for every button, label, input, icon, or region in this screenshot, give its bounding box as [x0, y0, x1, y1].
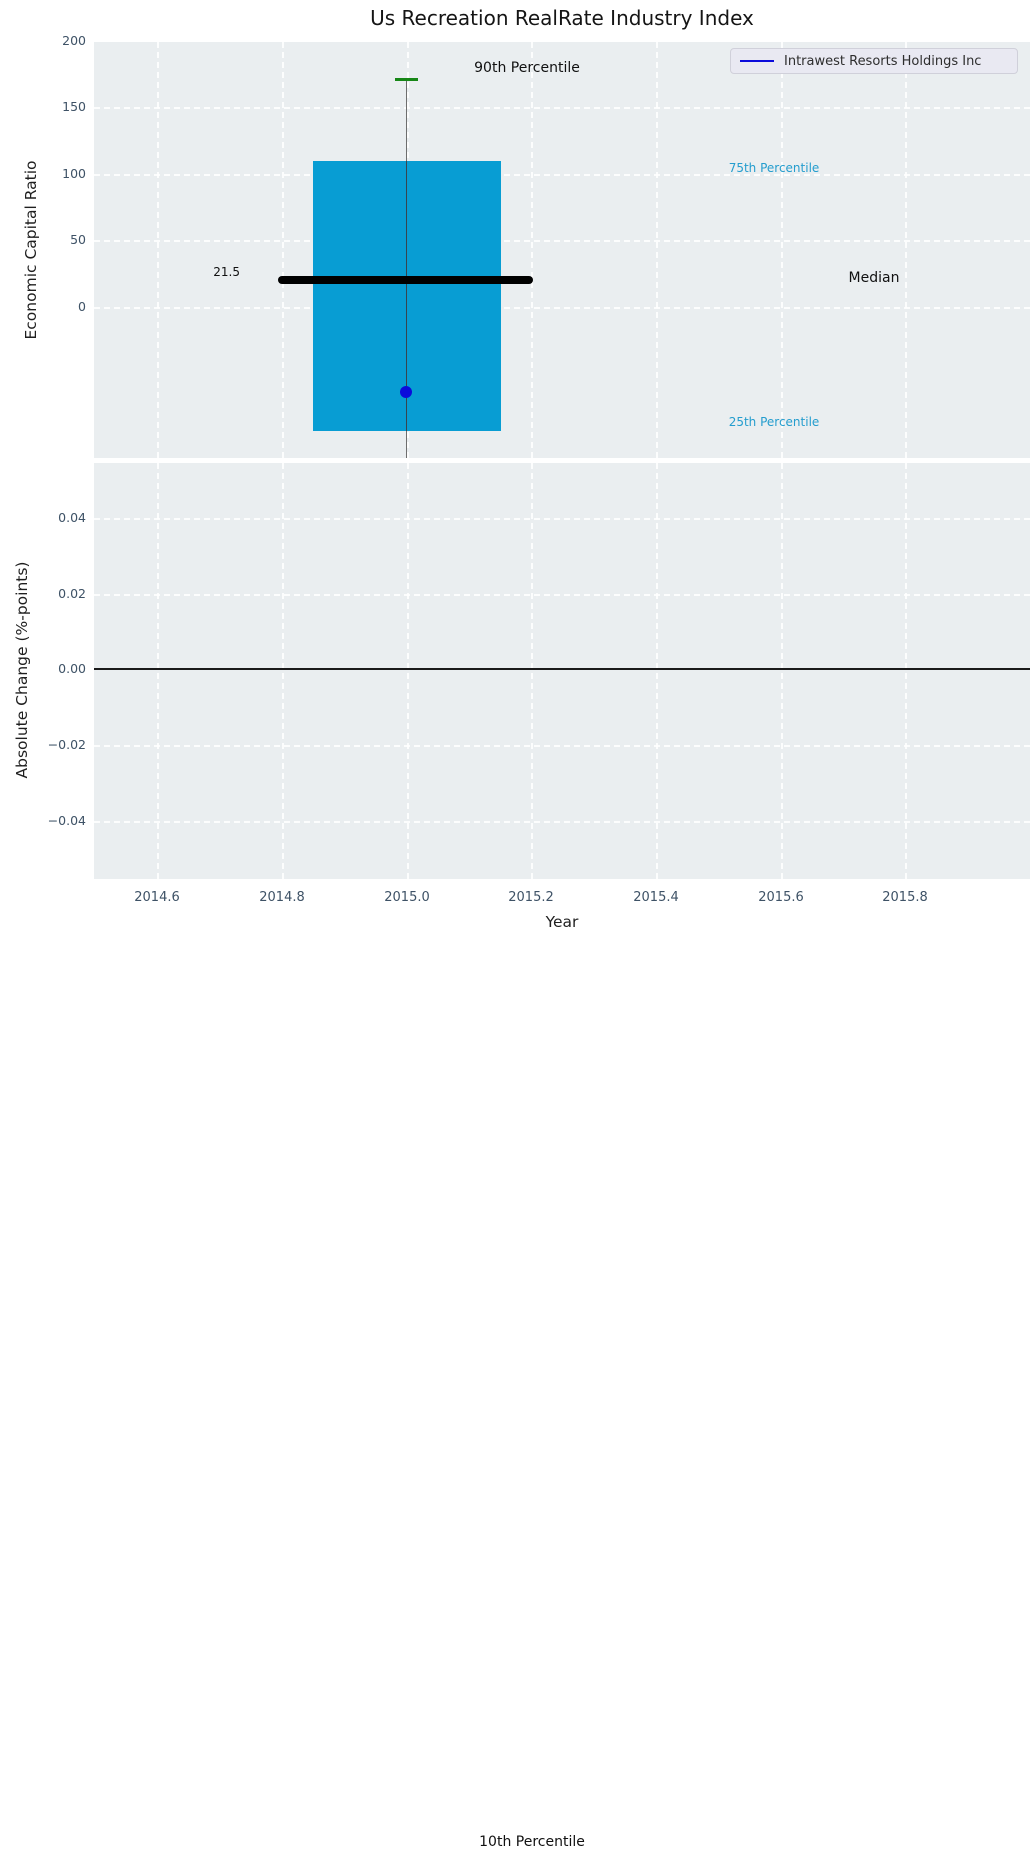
gridline: [94, 307, 1030, 309]
90th-percentile-cap: [395, 78, 418, 81]
gridline: [157, 42, 159, 458]
gridline: [94, 518, 1030, 520]
gridline: [157, 463, 159, 879]
xtick-2015.0: 2015.0: [384, 890, 430, 905]
ytick-0: 0: [78, 299, 86, 314]
gridline: [282, 463, 284, 879]
gridline: [781, 42, 783, 458]
bottom-y-axis-label: Absolute Change (%-points): [13, 561, 31, 779]
xtick-2015.6: 2015.6: [758, 890, 804, 905]
gridline: [531, 42, 533, 458]
whisker-line-over-box: [405, 161, 408, 431]
legend-label: Intrawest Resorts Holdings Inc: [784, 53, 982, 69]
gridline: [94, 240, 1030, 242]
company-data-point: [400, 386, 412, 398]
gridline: [531, 463, 533, 879]
ytick-0.00: 0.00: [58, 661, 86, 676]
xtick-2015.4: 2015.4: [633, 890, 679, 905]
gridline: [282, 42, 284, 458]
ytick-100: 100: [62, 166, 86, 181]
xtick-2015.2: 2015.2: [508, 890, 554, 905]
xtick-2014.6: 2014.6: [134, 890, 180, 905]
gridline: [94, 107, 1030, 109]
gridline: [94, 745, 1030, 747]
annotation-10th-percentile: 10th Percentile: [479, 1834, 585, 1850]
ytick-0.02: 0.02: [58, 586, 86, 601]
xtick-2014.8: 2014.8: [259, 890, 305, 905]
gridline: [94, 821, 1030, 823]
annotation-median: Median: [848, 270, 900, 286]
annotation-median-value: 21.5: [213, 265, 240, 279]
bottom-plot-area: [94, 463, 1030, 879]
top-plot-area: Intrawest Resorts Holdings Inc: [94, 42, 1030, 458]
ytick-200: 200: [62, 33, 86, 48]
annotation-90th-percentile: 90th Percentile: [474, 60, 580, 76]
annotation-75th-percentile: 75th Percentile: [728, 161, 820, 175]
gridline: [94, 174, 1030, 176]
gridline: [905, 463, 907, 879]
ytick--0.02: −0.02: [47, 737, 86, 752]
top-y-axis-label: Economic Capital Ratio: [22, 160, 40, 340]
gridline: [781, 463, 783, 879]
gridline: [94, 594, 1030, 596]
ytick-50: 50: [70, 232, 86, 247]
chart-title: Us Recreation RealRate Industry Index: [370, 6, 754, 30]
xtick-2015.8: 2015.8: [882, 890, 928, 905]
ytick-150: 150: [62, 99, 86, 114]
x-axis-label: Year: [545, 913, 579, 931]
median-line: [278, 276, 533, 284]
gridline: [905, 42, 907, 458]
annotation-25th-percentile: 25th Percentile: [728, 415, 820, 429]
gridline: [407, 463, 409, 879]
zero-reference-line: [94, 668, 1030, 670]
ytick--0.04: −0.04: [47, 813, 86, 828]
gridline: [656, 42, 658, 458]
legend-line-icon: [740, 59, 774, 63]
ytick-0.04: 0.04: [58, 510, 86, 525]
legend: Intrawest Resorts Holdings Inc: [730, 48, 1018, 74]
gridline: [656, 463, 658, 879]
